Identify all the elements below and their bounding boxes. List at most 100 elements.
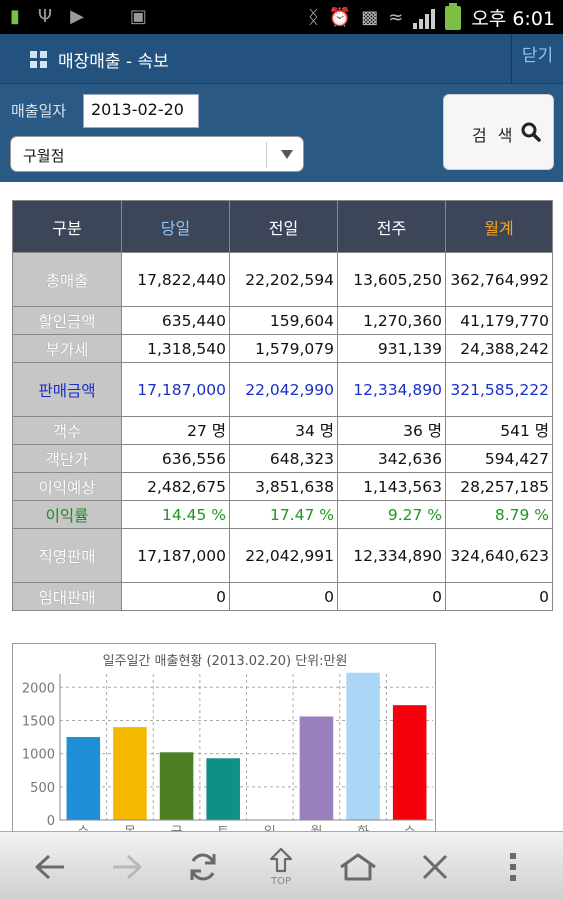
signal-icon [413,7,436,29]
table-cell: 321,585,222 [445,362,553,417]
table-cell: 28,257,185 [445,472,553,501]
table-cell: 12,334,890 [337,528,446,583]
table-row: 총매출 17,822,440 22,202,594 13,605,250 362… [12,252,553,307]
row-label: 이익률 [12,500,122,529]
table-cell: 1,579,079 [229,334,338,363]
refresh-icon [190,853,216,880]
table-cell: 24,388,242 [445,334,553,363]
dropdown-arrow-icon [281,150,293,159]
table-cell: 14.45 % [121,500,230,529]
home-button[interactable] [328,832,388,900]
chart-bar [113,727,147,820]
arrow-up-icon [269,847,293,872]
close-icon [422,854,448,879]
forward-button[interactable] [97,832,157,900]
table-cell: 9.27 % [337,500,446,529]
header-category: 구분 [12,200,122,253]
more-vertical-icon [510,852,516,881]
row-label: 객수 [12,416,122,445]
more-menu-button[interactable] [483,832,543,900]
table-cell: 635,440 [121,306,230,335]
select-divider [266,142,267,168]
close-button[interactable]: 닫기 [511,34,563,84]
table-cell: 594,427 [445,444,553,473]
table-cell: 8.79 % [445,500,553,529]
row-label: 객단가 [12,444,122,473]
table-cell: 1,318,540 [121,334,230,363]
table-cell: 34 명 [229,416,338,445]
home-icon [340,853,376,880]
row-label: 부가세 [12,334,122,363]
grid-menu-icon [30,51,47,68]
date-label: 매출일자 [11,102,67,120]
table-cell: 41,179,770 [445,306,553,335]
image-icon: ▣ [129,6,147,27]
weekly-sales-chart: 일주일간 매출현황 (2013.02.20) 단위:만원 0 500 1000 150… [12,643,436,843]
y-tick-label: 500 [30,781,55,796]
header-today: 당일 [121,200,230,253]
search-button[interactable]: 검 색 [443,94,554,170]
close-page-button[interactable] [405,832,465,900]
chart-bars [66,672,427,820]
y-tick-label: 2000 [22,681,55,696]
row-label: 직영판매 [12,528,122,583]
scroll-top-button[interactable]: TOP [251,832,311,900]
y-tick-label: 0 [47,814,55,829]
browser-nav-bar: TOP [0,831,563,900]
row-label: 임대판매 [12,582,122,611]
table-cell: 12,334,890 [337,362,446,417]
page-title: 매장매출 - 속보 [58,52,169,72]
table-cell: 931,139 [337,334,446,363]
arrow-right-icon [113,854,142,879]
play-icon: ▶ [70,6,84,27]
search-icon [521,122,541,142]
table-cell: 324,640,623 [445,528,553,583]
date-input[interactable]: 2013-02-20 [83,94,199,128]
table-cell: 17.47 % [229,500,338,529]
chart-bar [392,705,427,820]
status-bar: ▮ Ψ ▶ ▣ ᛝ ⏰ ▩ ≈ 오후 6:01 [0,0,563,34]
chart-bar [206,758,240,820]
table-row: 할인금액 635,440 159,604 1,270,360 41,179,77… [12,306,553,335]
table-header-row: 구분 당일 전일 전주 월계 [12,200,553,253]
table-cell: 13,605,250 [337,252,446,307]
chart-canvas: 일주일간 매출현황 (2013.02.20) 단위:만원 0 500 1000 150… [22,654,433,840]
bluetooth-icon: ᛝ [307,6,319,28]
y-tick-label: 1500 [22,714,55,729]
clock: 오후 6:01 [471,8,555,30]
top-label: TOP [270,876,291,887]
y-tick-label: 1000 [22,748,55,763]
table-cell: 22,042,990 [229,362,338,417]
app-notification-icon: ▮ [10,6,20,27]
table-cell: 541 명 [445,416,553,445]
header-previous-day: 전일 [229,200,338,253]
table-cell: 342,636 [337,444,446,473]
table-cell: 362,764,992 [445,252,553,307]
table-cell: 648,323 [229,444,338,473]
back-button[interactable] [20,832,80,900]
table-row: 객수 27 명 34 명 36 명 541 명 [12,416,553,445]
store-select-value: 구월점 [23,147,65,165]
table-cell: 17,187,000 [121,362,230,417]
wifi-icon: ≈ [388,6,404,28]
table-cell: 2,482,675 [121,472,230,501]
chart-bar [159,752,194,820]
refresh-button[interactable] [173,832,233,900]
chart-bar [346,672,380,820]
table-cell: 0 [121,582,230,611]
battery-icon [445,2,462,30]
table-cell: 636,556 [121,444,230,473]
table-cell: 17,822,440 [121,252,230,307]
row-label: 총매출 [12,252,122,307]
table-cell: 36 명 [337,416,446,445]
chart-bar [299,716,334,820]
arrow-left-icon [35,854,64,879]
table-row: 이익예상 2,482,675 3,851,638 1,143,563 28,25… [12,472,553,501]
store-select[interactable]: 구월점 [10,136,304,172]
usb-icon: Ψ [37,6,53,27]
table-row: 직영판매 17,187,000 22,042,991 12,334,890 32… [12,528,553,583]
row-label: 판매금액 [12,362,122,417]
chart-bar [66,737,101,820]
sales-table: 구분 당일 전일 전주 월계 총매출 17,822,440 22,202,594… [12,200,553,611]
table-cell: 22,042,991 [229,528,338,583]
